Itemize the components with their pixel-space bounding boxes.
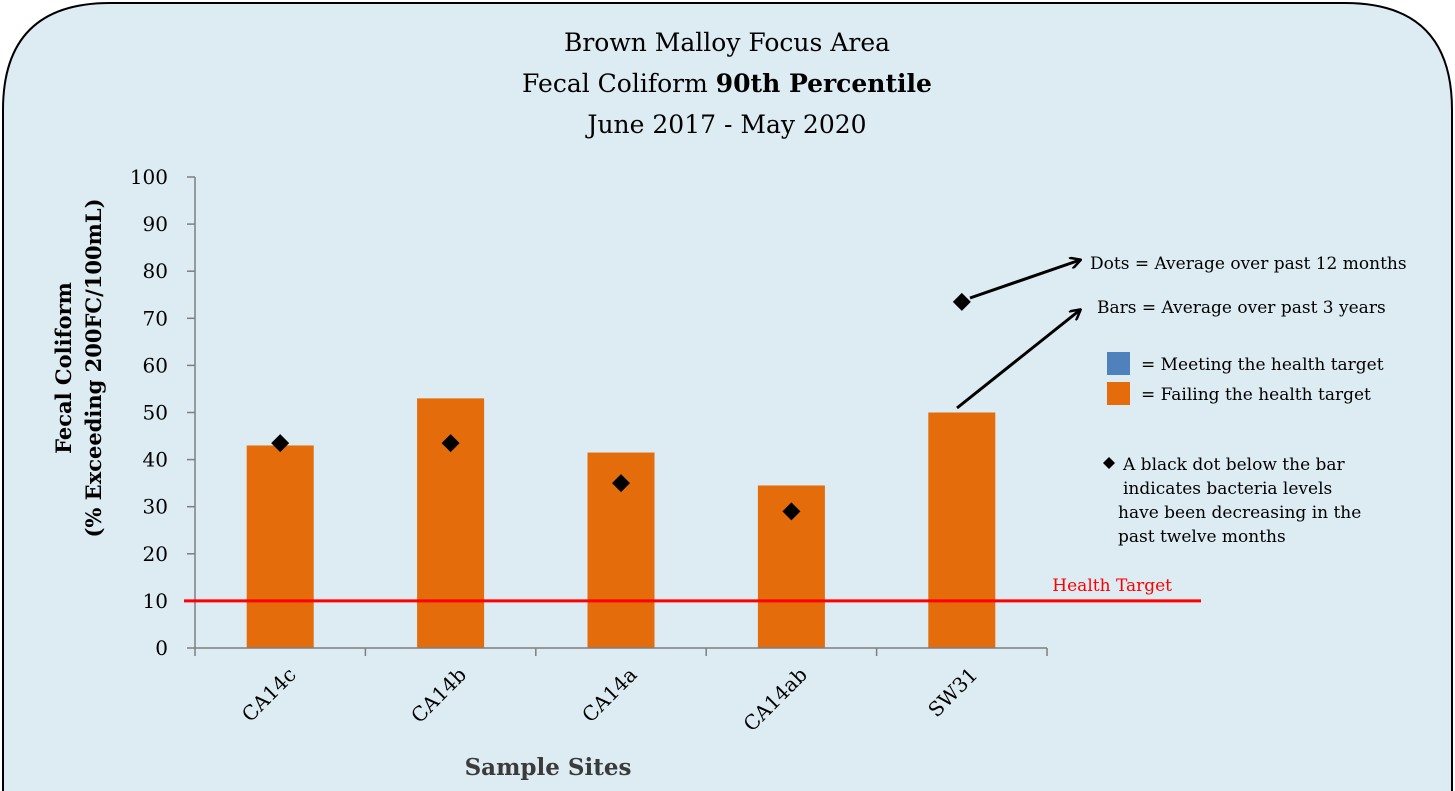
- y-axis-title: Fecal Coliform (% Exceeding 200FC/100mL): [51, 198, 106, 537]
- dot-series: [271, 292, 971, 521]
- dot-SW31: [952, 292, 971, 311]
- y-tick-label: 90: [143, 212, 168, 236]
- chart-title-line-2-bold: 90th Percentile: [716, 69, 932, 98]
- legend-dot-note-line-2: indicates bacteria levels: [1123, 479, 1332, 499]
- bar-CA14c: [246, 445, 314, 648]
- chart-title-line-3: June 2017 - May 2020: [584, 110, 866, 139]
- chart-title-line-2: Fecal Coliform 90th Percentile: [522, 69, 932, 98]
- legend-failing-label: = Failing the health target: [1141, 385, 1371, 405]
- y-axis-title-line-1: Fecal Coliform: [51, 282, 76, 454]
- legend-meeting-label: = Meeting the health target: [1141, 355, 1384, 375]
- y-axis-title-line-2: (% Exceeding 200FC/100mL): [81, 198, 106, 537]
- y-tick-label: 100: [130, 165, 168, 189]
- y-tick-label: 50: [143, 401, 168, 425]
- chart-title-line-2-prefix: Fecal Coliform: [522, 69, 716, 98]
- legend-dots-label: Dots = Average over past 12 months: [1090, 254, 1407, 274]
- dot-CA14b: [441, 434, 460, 453]
- legend-failing-swatch: [1107, 382, 1130, 405]
- health-target-group: Health Target: [184, 576, 1201, 603]
- y-tick-label: 40: [143, 448, 168, 472]
- x-axis-title: Sample Sites: [465, 754, 632, 781]
- dot-CA14ab: [782, 502, 801, 521]
- bars-arrow: [956, 310, 1080, 410]
- legend-dot-marker: [1103, 457, 1115, 469]
- dot-CA14a: [612, 474, 630, 493]
- dots-arrow: [969, 260, 1080, 300]
- y-tick-label: 10: [143, 589, 168, 613]
- chart-title-line-1: Brown Malloy Focus Area: [564, 28, 890, 57]
- y-tick-label: 70: [143, 306, 168, 330]
- legend-meeting-swatch: [1107, 352, 1130, 375]
- y-tick-label: 0: [155, 636, 168, 660]
- legend: Dots = Average over past 12 months Bars …: [956, 254, 1407, 547]
- bar-series: [246, 398, 996, 648]
- health-target-label: Health Target: [1052, 576, 1172, 596]
- y-tick-label: 60: [143, 353, 168, 377]
- legend-bars-label: Bars = Average over past 3 years: [1097, 298, 1386, 318]
- y-tick-label: 80: [143, 259, 168, 283]
- dot-CA14c: [271, 434, 290, 453]
- legend-dot-note-line-1: A black dot below the bar: [1122, 455, 1346, 475]
- y-tick-label: 30: [143, 495, 168, 519]
- legend-dot-note: A black dot below the bar indicates bact…: [1118, 455, 1367, 547]
- bar-SW31: [928, 412, 996, 648]
- y-axis: 0 10 20 30 40 50 60 70 80 90 100: [130, 165, 196, 660]
- legend-dot-note-line-3: have been decreasing in the: [1118, 503, 1361, 523]
- y-tick-label: 20: [143, 542, 168, 566]
- legend-dot-note-line-4: past twelve months: [1118, 527, 1286, 547]
